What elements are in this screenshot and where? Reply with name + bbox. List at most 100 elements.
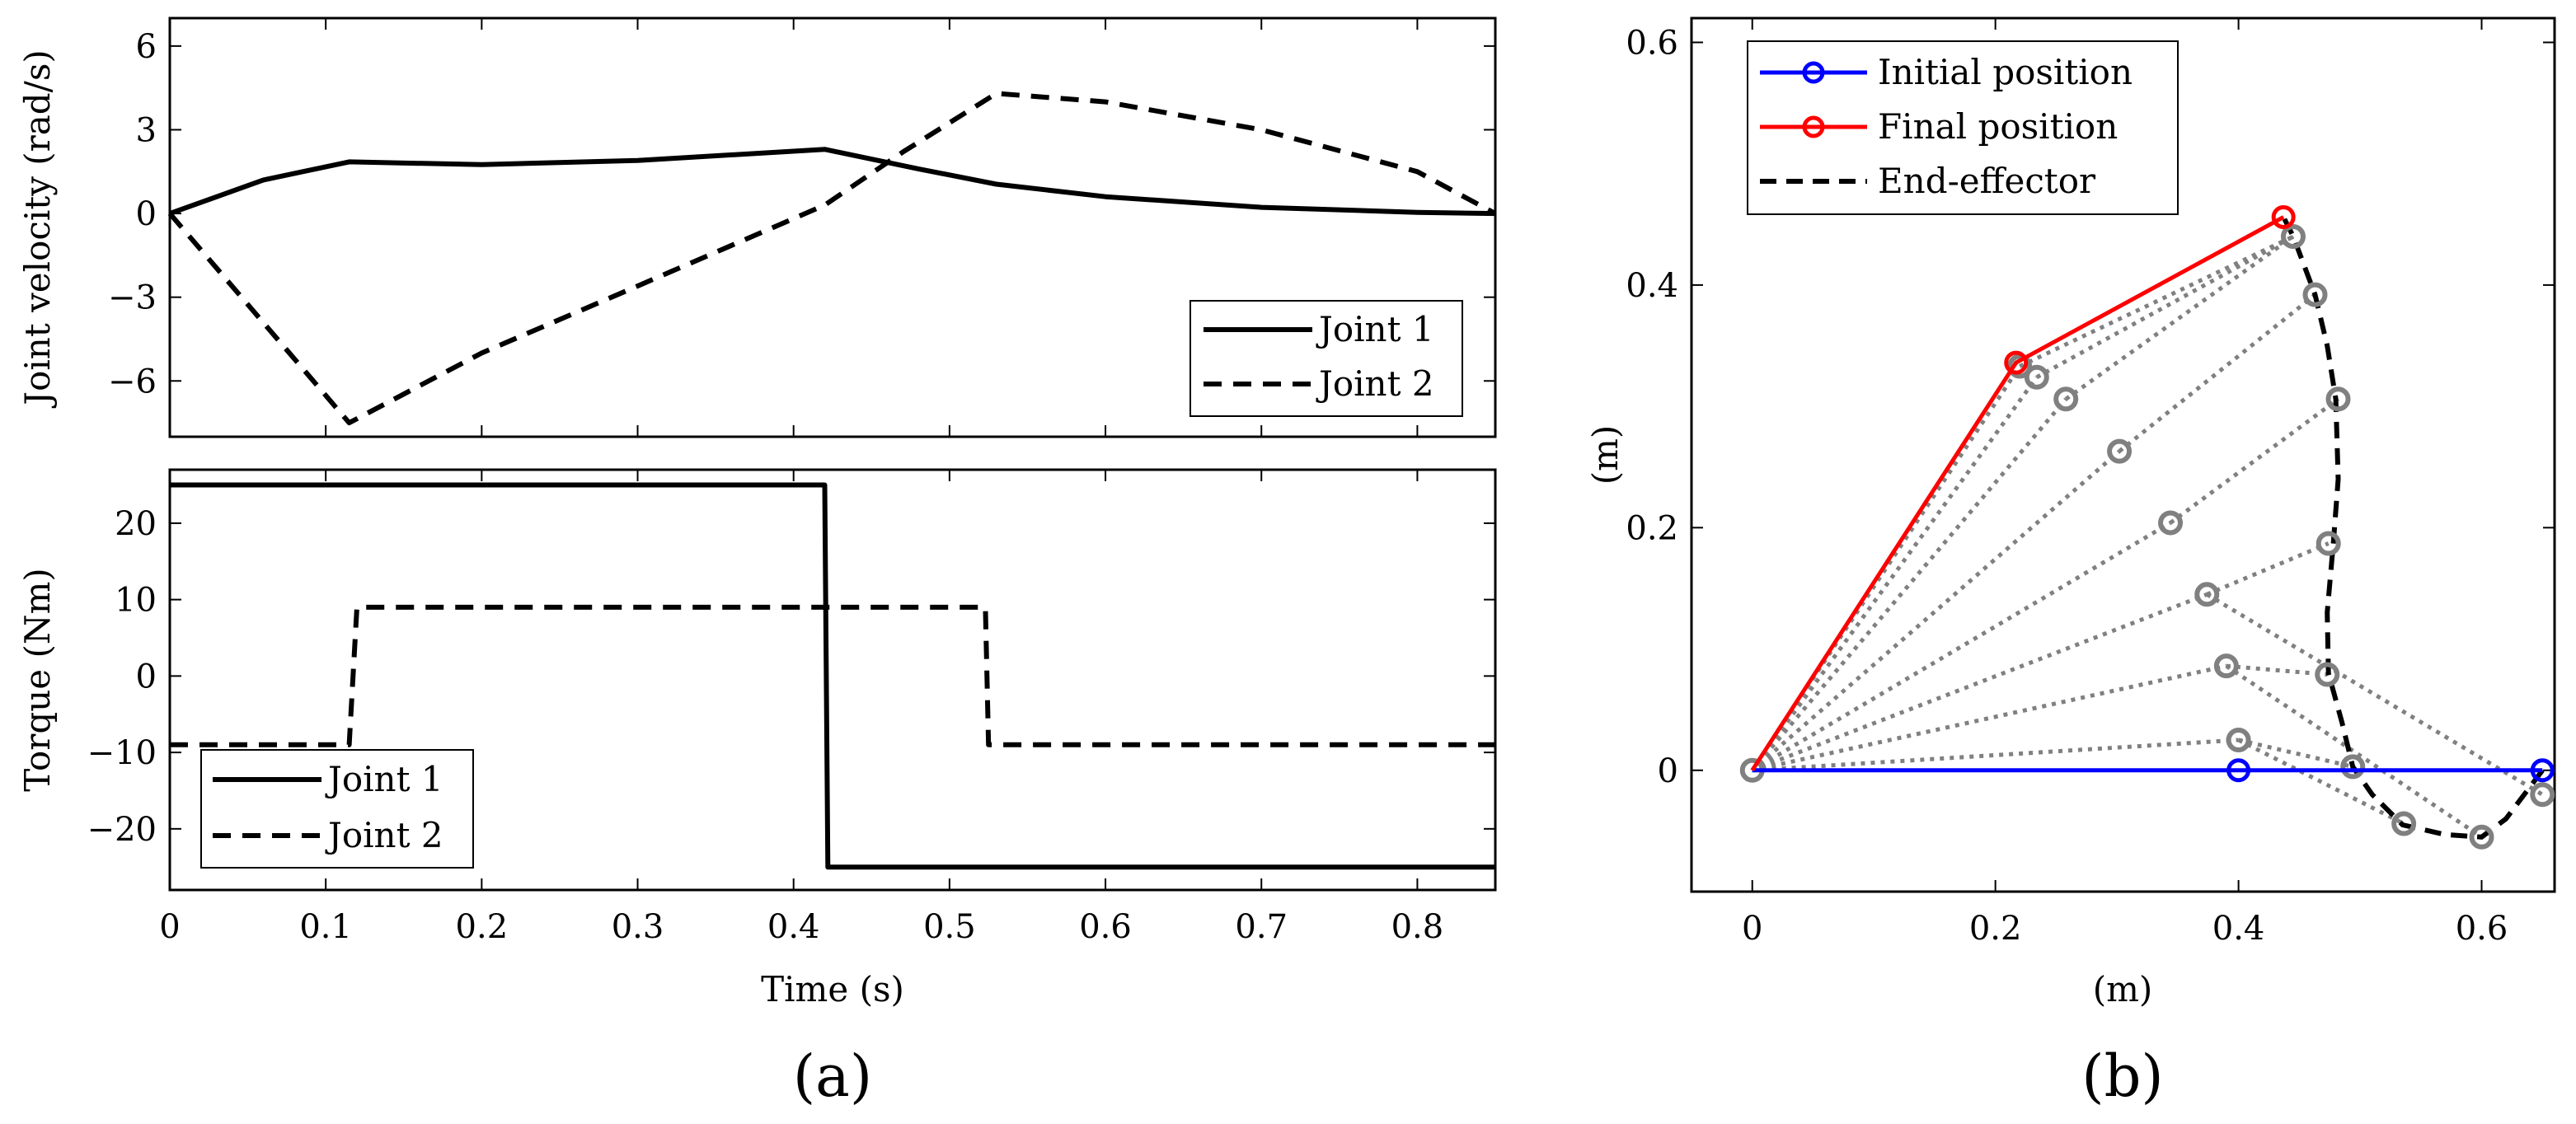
torque-xtick-label: 0.4 xyxy=(767,908,820,946)
workspace-elbow-marker xyxy=(2226,727,2251,752)
velocity-ytick-label: 0 xyxy=(136,195,157,233)
workspace-legend-label-final: Final position xyxy=(1878,106,2118,147)
workspace-legend-label-initial: Initial position xyxy=(1878,52,2133,92)
workspace-elbow-marker xyxy=(2213,653,2239,679)
torque-legend-box xyxy=(200,749,474,869)
workspace-ylabel: (m) xyxy=(1585,425,1626,485)
workspace-link1-intermediate xyxy=(1750,397,2068,772)
workspace-legend-marker-initial xyxy=(1802,61,1825,84)
torque-xtick-label: 0.8 xyxy=(1391,908,1444,946)
workspace-initial-marker xyxy=(2226,758,2251,783)
workspace-xtick-label: 0.2 xyxy=(1969,910,2022,948)
workspace-tip-marker xyxy=(2340,754,2366,780)
workspace-end-effector-path xyxy=(2281,216,2545,840)
workspace-ytick-label: 0 xyxy=(1658,752,1678,790)
workspace-link1-intermediate xyxy=(1751,592,2208,773)
workspace-ytick-label: 0.2 xyxy=(1626,509,1678,547)
velocity-ylabel: Joint velocity (rad/s) xyxy=(17,49,58,409)
torque-ytick-label: 10 xyxy=(115,582,157,620)
velocity-ytick-label: −3 xyxy=(108,279,157,317)
torque-xtick-label: 0.7 xyxy=(1235,908,1288,946)
torque-xtick-label: 0.2 xyxy=(456,908,509,946)
torque-ylabel: Torque (Nm) xyxy=(17,568,58,792)
workspace-link1-intermediate xyxy=(1750,376,2039,772)
velocity-axes-frame xyxy=(168,16,1497,438)
workspace-legend-label-end-effector: End-effector xyxy=(1878,161,2096,201)
workspace-ytick-label: 0.6 xyxy=(1626,24,1678,62)
workspace-xtick-label: 0.6 xyxy=(2456,910,2508,948)
workspace-link2-intermediate xyxy=(2064,234,2295,401)
workspace-final-marker xyxy=(2271,204,2296,229)
torque-xtick-label: 0.3 xyxy=(612,908,664,946)
velocity-ytick-label: 6 xyxy=(136,28,157,66)
workspace-tip-marker xyxy=(2391,811,2417,836)
workspace-link1-intermediate xyxy=(1752,738,2239,773)
velocity-ticks: −6 −3 0 3 6 xyxy=(108,18,1495,437)
torque-ytick-label: −20 xyxy=(87,811,157,849)
workspace-tip-marker xyxy=(2325,386,2351,412)
workspace-tip-marker xyxy=(2530,782,2555,808)
workspace-final-marker xyxy=(2004,350,2029,375)
workspace-series xyxy=(1739,204,2555,850)
workspace-tip-marker xyxy=(2302,282,2328,307)
torque-ytick-label: 20 xyxy=(115,505,157,543)
torque-ticks: 0 0.1 0.2 0.3 0.4 0.5 0.6 0.7 0.8 −20 −10 0 10 20 xyxy=(87,470,1495,946)
workspace-link1-intermediate xyxy=(1751,449,2121,772)
workspace-link2-intermediate xyxy=(2237,738,2405,826)
workspace-xtick-label: 0.4 xyxy=(2212,910,2265,948)
workspace-link1-intermediate xyxy=(1752,663,2227,773)
workspace-initial-marker xyxy=(2530,758,2555,783)
workspace-elbow-marker xyxy=(2053,386,2079,412)
workspace-link2-intermediate xyxy=(2019,234,2295,368)
workspace-elbow-marker xyxy=(2024,364,2049,390)
torque-xtick-label: 0.6 xyxy=(1079,908,1132,946)
workspace-xtick-label: 0 xyxy=(1742,910,1762,948)
torque-legend: Joint 1 Joint 2 xyxy=(200,749,474,869)
torque-line-joint2 xyxy=(170,604,1495,747)
workspace-link2-intermediate xyxy=(2238,738,2353,769)
velocity-legend-label-joint2: Joint 2 xyxy=(1316,363,1434,404)
workspace-ytick-label: 0.4 xyxy=(1626,267,1678,305)
workspace-tip-marker xyxy=(2469,824,2494,850)
workspace-tip-marker xyxy=(2316,531,2341,556)
workspace-elbow-marker xyxy=(2007,354,2033,379)
workspace-tip-marker xyxy=(2280,224,2306,249)
torque-ytick-label: −10 xyxy=(87,734,157,772)
workspace-ticks: 0 0.2 0.4 0.6 0 0.2 0.4 0.6 xyxy=(1626,18,2555,948)
velocity-line-joint2 xyxy=(167,91,1497,426)
workspace-legend-marker-final xyxy=(1802,115,1825,138)
workspace-xlabel: (m) xyxy=(2093,969,2153,1009)
workspace-link2-intermediate xyxy=(2169,397,2339,525)
torque-legend-label-joint2: Joint 2 xyxy=(325,815,443,855)
torque-xlabel: Time (s) xyxy=(761,969,904,1009)
workspace-tip-marker xyxy=(2315,662,2340,687)
workspace-link2-intermediate xyxy=(2226,663,2328,677)
velocity-legend: Joint 1 Joint 2 xyxy=(1189,300,1463,417)
velocity-legend-box xyxy=(1189,300,1463,417)
workspace-elbow-marker xyxy=(2107,438,2133,464)
torque-xtick-label: 0 xyxy=(159,908,180,946)
torque-legend-label-joint1: Joint 1 xyxy=(325,759,443,799)
velocity-legend-label-joint1: Joint 1 xyxy=(1316,309,1434,349)
workspace-link2-intermediate xyxy=(2225,664,2483,839)
panel-label-a: (a) xyxy=(793,1042,872,1110)
torque-xtick-label: 0.1 xyxy=(299,908,352,946)
workspace-link2-intermediate xyxy=(2035,234,2295,379)
workspace-axes-frame xyxy=(1690,16,2556,893)
velocity-line-joint1 xyxy=(168,147,1496,217)
workspace-link2-intermediate xyxy=(2206,541,2330,597)
velocity-ytick-label: 3 xyxy=(136,111,157,149)
workspace-final-arm xyxy=(1750,215,2285,772)
workspace-legend: Initial position Final position End-effe… xyxy=(1747,40,2179,215)
velocity-ytick-label: −6 xyxy=(108,363,157,400)
workspace-elbow-marker xyxy=(2158,510,2184,536)
torque-series xyxy=(170,482,1495,870)
workspace-elbow-marker xyxy=(2194,582,2220,607)
panel-label-b: (b) xyxy=(2081,1042,2163,1110)
workspace-link2-intermediate xyxy=(2118,293,2317,453)
velocity-series xyxy=(167,91,1497,426)
torque-axes-frame xyxy=(168,468,1497,892)
torque-ytick-label: 0 xyxy=(136,658,157,695)
workspace-link1-intermediate xyxy=(1751,521,2172,772)
